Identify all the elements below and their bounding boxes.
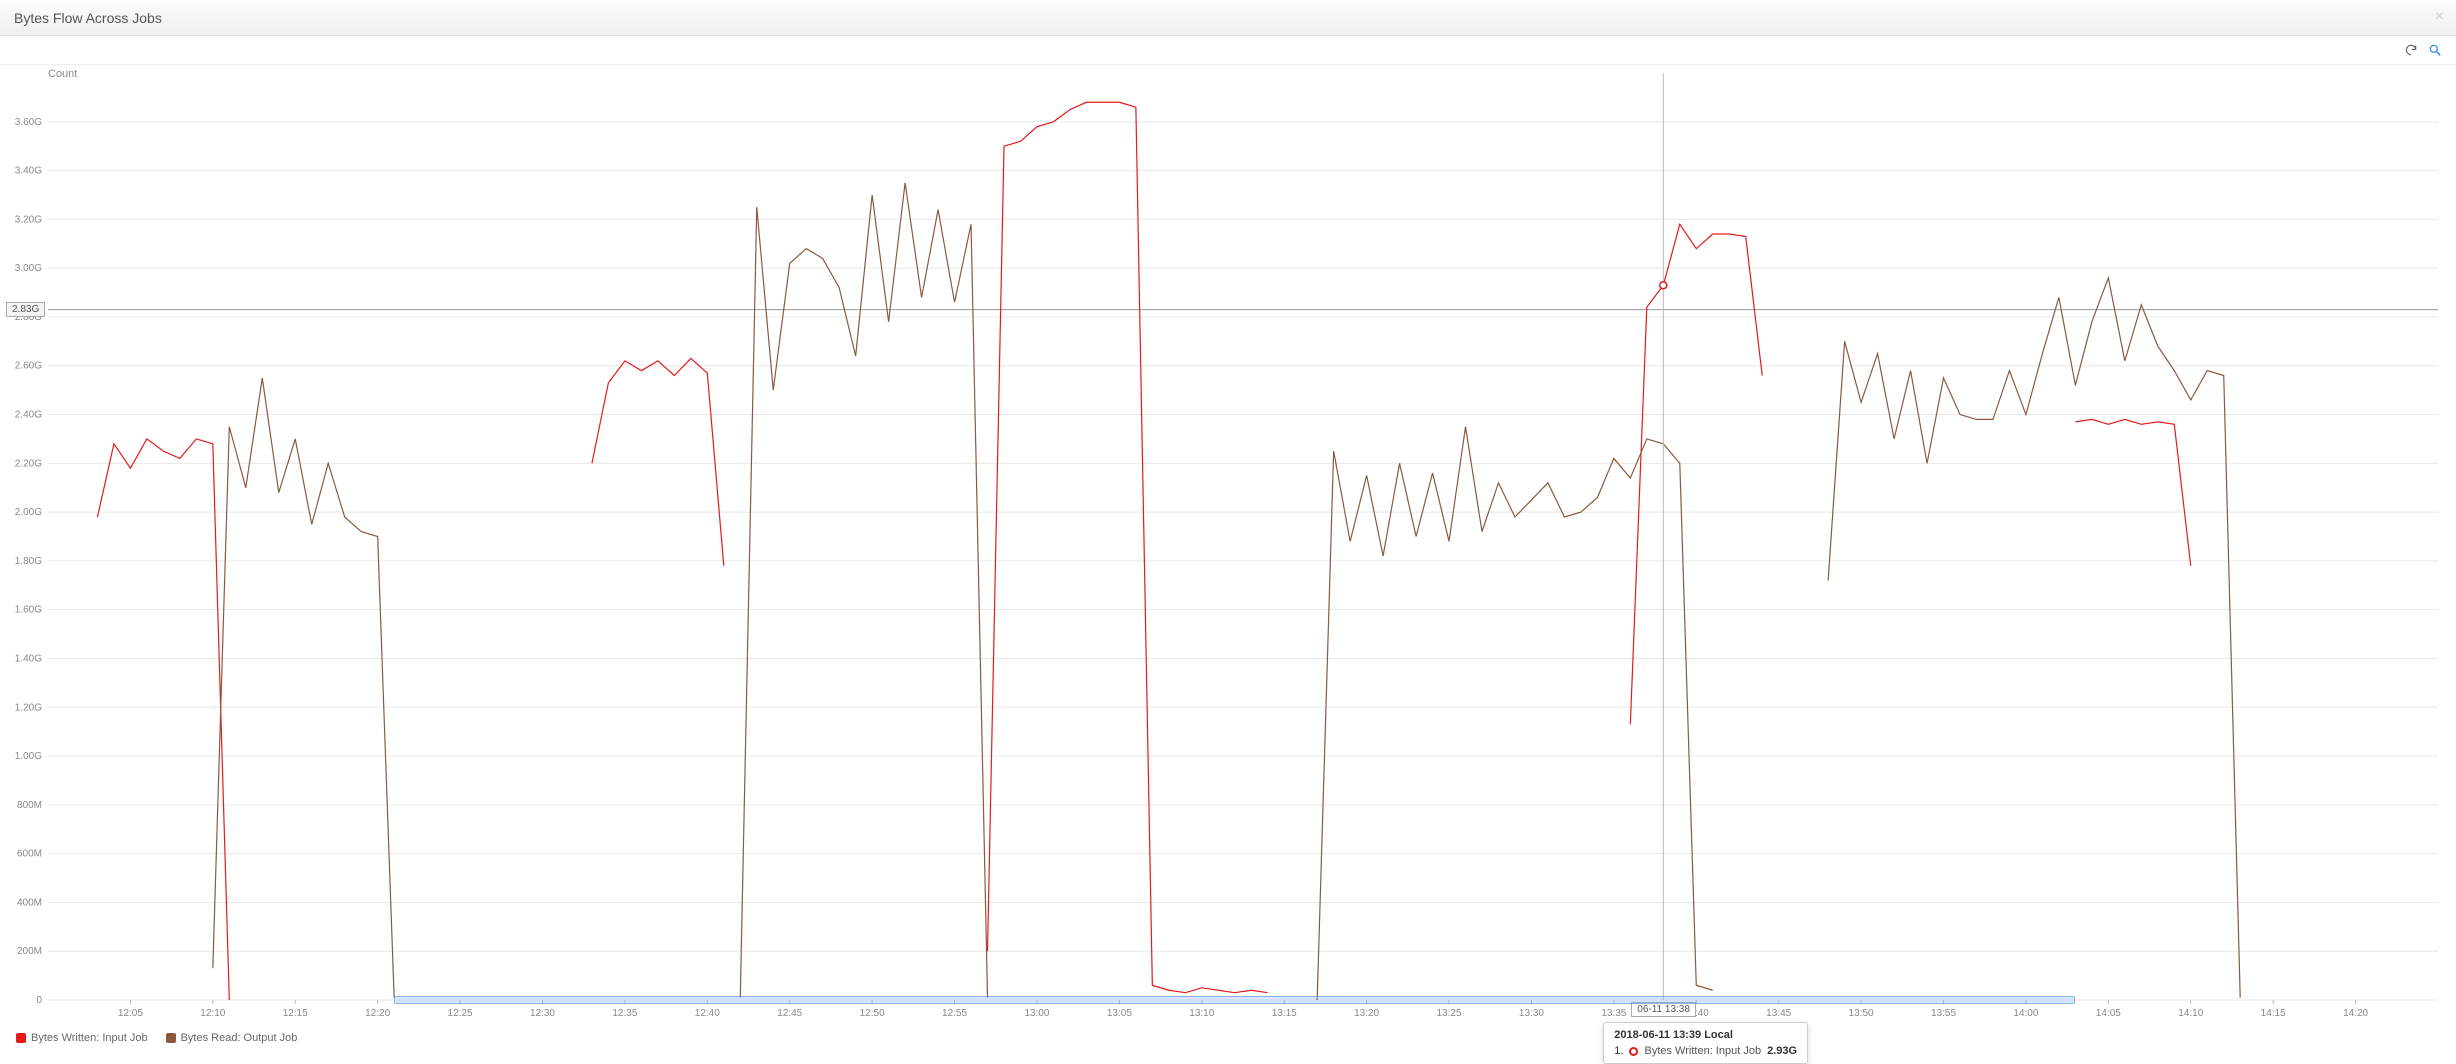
svg-text:1.20G: 1.20G [15, 702, 42, 713]
svg-text:13:30: 13:30 [1519, 1008, 1544, 1019]
svg-text:12:50: 12:50 [860, 1008, 885, 1019]
refresh-icon[interactable] [2404, 43, 2418, 57]
svg-text:1.60G: 1.60G [15, 605, 42, 616]
svg-text:1.00G: 1.00G [15, 751, 42, 762]
svg-text:14:00: 14:00 [2013, 1008, 2038, 1019]
legend-swatch [16, 1033, 26, 1043]
hover-tooltip: 2018-06-11 13:39 Local 1. Bytes Written: … [1603, 1022, 1808, 1064]
svg-text:2.60G: 2.60G [15, 361, 42, 372]
zoom-icon[interactable] [2428, 43, 2442, 57]
svg-text:12:05: 12:05 [118, 1008, 143, 1019]
panel-header: Bytes Flow Across Jobs × [0, 0, 2456, 36]
svg-text:13:45: 13:45 [1766, 1008, 1791, 1019]
y-highlight-label: 2.83G [6, 302, 45, 317]
svg-text:2.40G: 2.40G [15, 410, 42, 421]
tooltip-row-value: 2.93G [1767, 1045, 1797, 1057]
close-icon[interactable]: × [2435, 8, 2444, 26]
svg-text:12:10: 12:10 [200, 1008, 225, 1019]
svg-text:3.60G: 3.60G [15, 117, 42, 128]
panel-title: Bytes Flow Across Jobs [14, 10, 162, 26]
svg-text:12:45: 12:45 [777, 1008, 802, 1019]
svg-text:13:55: 13:55 [1931, 1008, 1956, 1019]
crosshair-time-label: 06-11 13:38 [1631, 1002, 1696, 1017]
tooltip-row: 1. Bytes Written: Input Job 2.93G [1614, 1045, 1797, 1057]
tooltip-row-label: Bytes Written: Input Job [1644, 1045, 1761, 1057]
svg-text:3.40G: 3.40G [15, 166, 42, 177]
chart-toolbar [0, 36, 2456, 64]
svg-text:13:10: 13:10 [1189, 1008, 1214, 1019]
svg-text:13:50: 13:50 [1849, 1008, 1874, 1019]
svg-text:14:05: 14:05 [2096, 1008, 2121, 1019]
legend-item[interactable]: Bytes Written: Input Job [16, 1032, 148, 1044]
svg-text:13:35: 13:35 [1601, 1008, 1626, 1019]
svg-text:2.20G: 2.20G [15, 458, 42, 469]
tooltip-row-index: 1. [1614, 1045, 1623, 1057]
svg-text:13:25: 13:25 [1437, 1008, 1462, 1019]
legend-swatch [166, 1033, 176, 1043]
svg-text:12:40: 12:40 [695, 1008, 720, 1019]
svg-text:13:15: 13:15 [1272, 1008, 1297, 1019]
svg-text:12:55: 12:55 [942, 1008, 967, 1019]
svg-text:3.20G: 3.20G [15, 214, 42, 225]
legend-item[interactable]: Bytes Read: Output Job [166, 1032, 298, 1044]
svg-text:Count: Count [48, 68, 77, 80]
svg-text:13:20: 13:20 [1354, 1008, 1379, 1019]
svg-text:12:20: 12:20 [365, 1008, 390, 1019]
svg-text:12:35: 12:35 [612, 1008, 637, 1019]
svg-text:400M: 400M [17, 897, 42, 908]
svg-text:12:30: 12:30 [530, 1008, 555, 1019]
svg-text:200M: 200M [17, 946, 42, 957]
tooltip-header: 2018-06-11 13:39 Local [1614, 1029, 1797, 1041]
brush-selection[interactable] [394, 996, 2075, 1004]
svg-text:800M: 800M [17, 800, 42, 811]
svg-text:14:20: 14:20 [2343, 1008, 2368, 1019]
legend-label: Bytes Written: Input Job [31, 1032, 148, 1044]
svg-text:14:10: 14:10 [2178, 1008, 2203, 1019]
legend-label: Bytes Read: Output Job [181, 1032, 298, 1044]
svg-text:2.00G: 2.00G [15, 507, 42, 518]
svg-text:1.80G: 1.80G [15, 556, 42, 567]
svg-text:600M: 600M [17, 849, 42, 860]
chart-panel: Bytes Flow Across Jobs × 0 200M 400M 600M 80… [0, 0, 2456, 1048]
chart-plot-area[interactable]: 0 200M 400M 600M 800M 1.00G 1.20G 1.40G 1.60G 1.8… [0, 64, 2456, 1028]
chart-svg: 0 200M 400M 600M 800M 1.00G 1.20G 1.40G 1.60G 1.8… [0, 65, 2456, 1028]
svg-text:13:00: 13:00 [1024, 1008, 1049, 1019]
svg-text:12:15: 12:15 [283, 1008, 308, 1019]
svg-text:3.00G: 3.00G [15, 263, 42, 274]
chart-legend: Bytes Written: Input Job Bytes Read: Outp… [0, 1028, 2456, 1048]
svg-text:0: 0 [36, 995, 42, 1006]
svg-text:14:15: 14:15 [2261, 1008, 2286, 1019]
svg-text:12:25: 12:25 [448, 1008, 473, 1019]
svg-text:1.40G: 1.40G [15, 653, 42, 664]
svg-text:13:05: 13:05 [1107, 1008, 1132, 1019]
